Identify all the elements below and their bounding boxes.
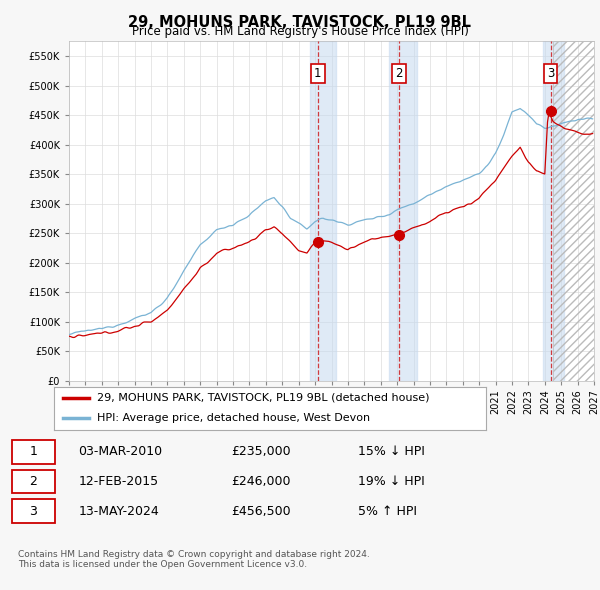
Text: 19% ↓ HPI: 19% ↓ HPI <box>358 475 424 488</box>
Text: £456,500: £456,500 <box>231 504 290 517</box>
Text: 5% ↑ HPI: 5% ↑ HPI <box>358 504 416 517</box>
Text: £246,000: £246,000 <box>231 475 290 488</box>
Text: 29, MOHUNS PARK, TAVISTOCK, PL19 9BL: 29, MOHUNS PARK, TAVISTOCK, PL19 9BL <box>128 15 472 30</box>
Text: 1: 1 <box>314 67 322 80</box>
Text: 03-MAR-2010: 03-MAR-2010 <box>78 445 163 458</box>
Text: 12-FEB-2015: 12-FEB-2015 <box>78 475 158 488</box>
FancyBboxPatch shape <box>12 470 55 493</box>
Bar <box>310 41 337 381</box>
Text: 2: 2 <box>29 475 37 488</box>
Text: 3: 3 <box>547 67 554 80</box>
Text: Contains HM Land Registry data © Crown copyright and database right 2024.
This d: Contains HM Land Registry data © Crown c… <box>18 550 370 569</box>
Text: 1: 1 <box>29 445 37 458</box>
FancyBboxPatch shape <box>12 440 55 464</box>
Text: 15% ↓ HPI: 15% ↓ HPI <box>358 445 424 458</box>
Text: 2: 2 <box>395 67 403 80</box>
Text: 13-MAY-2024: 13-MAY-2024 <box>78 504 159 517</box>
Bar <box>553 41 594 381</box>
Text: £235,000: £235,000 <box>231 445 290 458</box>
Bar <box>389 41 417 381</box>
Text: HPI: Average price, detached house, West Devon: HPI: Average price, detached house, West… <box>97 412 370 422</box>
Text: 29, MOHUNS PARK, TAVISTOCK, PL19 9BL (detached house): 29, MOHUNS PARK, TAVISTOCK, PL19 9BL (de… <box>97 393 430 402</box>
FancyBboxPatch shape <box>12 499 55 523</box>
Text: 3: 3 <box>29 504 37 517</box>
Text: Price paid vs. HM Land Registry's House Price Index (HPI): Price paid vs. HM Land Registry's House … <box>131 25 469 38</box>
Bar <box>543 41 565 381</box>
